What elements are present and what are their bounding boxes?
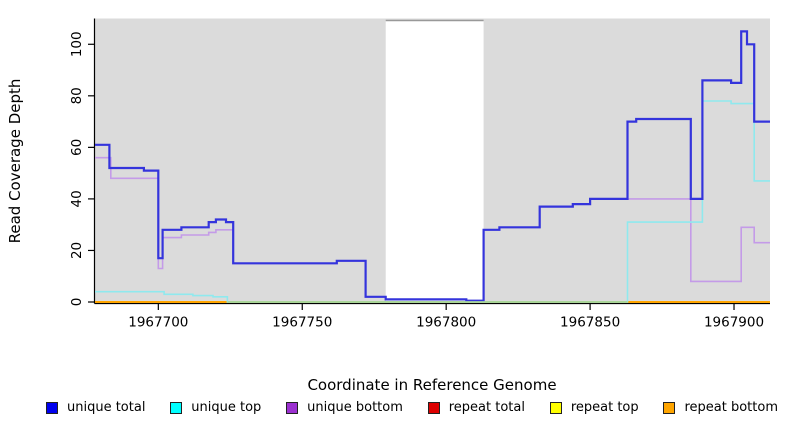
- x-tick-label: 1967700: [128, 315, 188, 331]
- x-tick-label: 1967800: [416, 315, 476, 331]
- x-tick-label: 1967750: [272, 315, 332, 331]
- legend-label: repeat top: [570, 400, 639, 415]
- x-tick-label: 1967900: [704, 315, 764, 331]
- masked-region: [385, 21, 484, 304]
- legend-label: unique total: [67, 400, 146, 415]
- legend-swatch-icon: [170, 401, 183, 414]
- y-tick-label: 40: [69, 190, 85, 207]
- legend-item-unique-top: unique top: [170, 400, 261, 415]
- y-tick-label: 20: [69, 242, 85, 259]
- y-tick-label: 0: [69, 298, 85, 307]
- chart-legend: unique total unique top unique bottom repea…: [46, 400, 778, 415]
- legend-item-repeat-top: repeat top: [549, 400, 639, 415]
- legend-item-repeat-bottom: repeat bottom: [663, 400, 778, 415]
- coverage-chart: 0 20 40 60 80 100 1967700 1967750 1967800 1967850…: [6, 18, 770, 394]
- legend-swatch-icon: [46, 401, 58, 414]
- legend-label: unique top: [191, 400, 262, 415]
- legend-label: repeat bottom: [684, 400, 778, 415]
- y-tick-label: 100: [69, 31, 85, 57]
- legend-item-unique-bottom: unique bottom: [286, 400, 403, 415]
- y-tick-label: 60: [69, 139, 85, 156]
- y-axis-title: Read Coverage Depth: [6, 79, 24, 244]
- legend-item-repeat-total: repeat total: [427, 400, 525, 415]
- legend-swatch-icon: [549, 401, 562, 414]
- legend-label: repeat total: [448, 400, 525, 415]
- legend-swatch-icon: [663, 401, 676, 414]
- y-tick-label: 80: [69, 87, 85, 104]
- x-axis-title: Coordinate in Reference Genome: [307, 376, 556, 394]
- legend-label: unique bottom: [307, 400, 403, 415]
- legend-swatch-icon: [286, 401, 299, 414]
- series-line-unique-total: [95, 30, 770, 302]
- legend-swatch-icon: [427, 401, 440, 414]
- x-tick-label: 1967850: [560, 315, 620, 331]
- legend-item-unique-total: unique total: [46, 400, 145, 415]
